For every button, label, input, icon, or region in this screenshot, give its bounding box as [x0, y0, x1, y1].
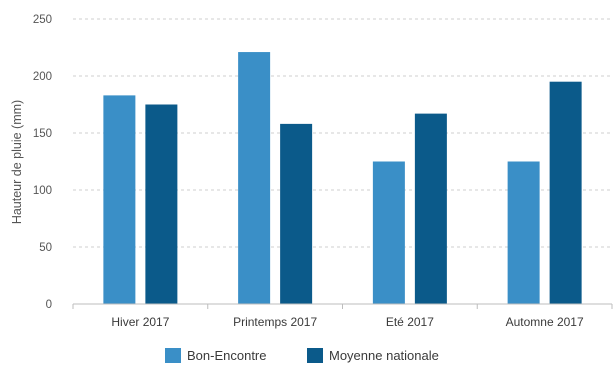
y-tick-label: 50 [39, 242, 52, 254]
y-tick-label: 0 [46, 299, 52, 311]
y-tick-label: 150 [33, 128, 52, 140]
bar [238, 52, 271, 305]
legend-swatch [307, 348, 323, 363]
x-tick-label: Hiver 2017 [111, 315, 169, 329]
bar [414, 113, 447, 305]
y-tick-label: 200 [33, 71, 52, 83]
legend-swatch [165, 348, 181, 363]
bar [103, 95, 136, 304]
x-tick-label: Eté 2017 [386, 315, 434, 329]
bar [372, 161, 405, 304]
bar [549, 81, 582, 304]
y-tick-label: 100 [33, 185, 52, 197]
bar [507, 161, 540, 304]
bar [280, 123, 313, 304]
x-axis: Hiver 2017 Printemps 2017 Eté 2017 Automne … [72, 303, 613, 329]
y-tick-label: 250 [33, 14, 52, 26]
legend: Bon-Encontre Moyenne nationale [165, 348, 439, 363]
bars [103, 52, 582, 305]
y-axis-ticks: 0 50 100 150 200 250 [33, 14, 52, 311]
legend-label: Bon-Encontre [187, 348, 267, 363]
y-axis-title: Hauteur de pluie (mm) [10, 100, 24, 224]
bar [145, 104, 178, 304]
x-tick-label: Automne 2017 [506, 315, 584, 329]
legend-label: Moyenne nationale [329, 348, 439, 363]
x-tick-label: Printemps 2017 [233, 315, 317, 329]
